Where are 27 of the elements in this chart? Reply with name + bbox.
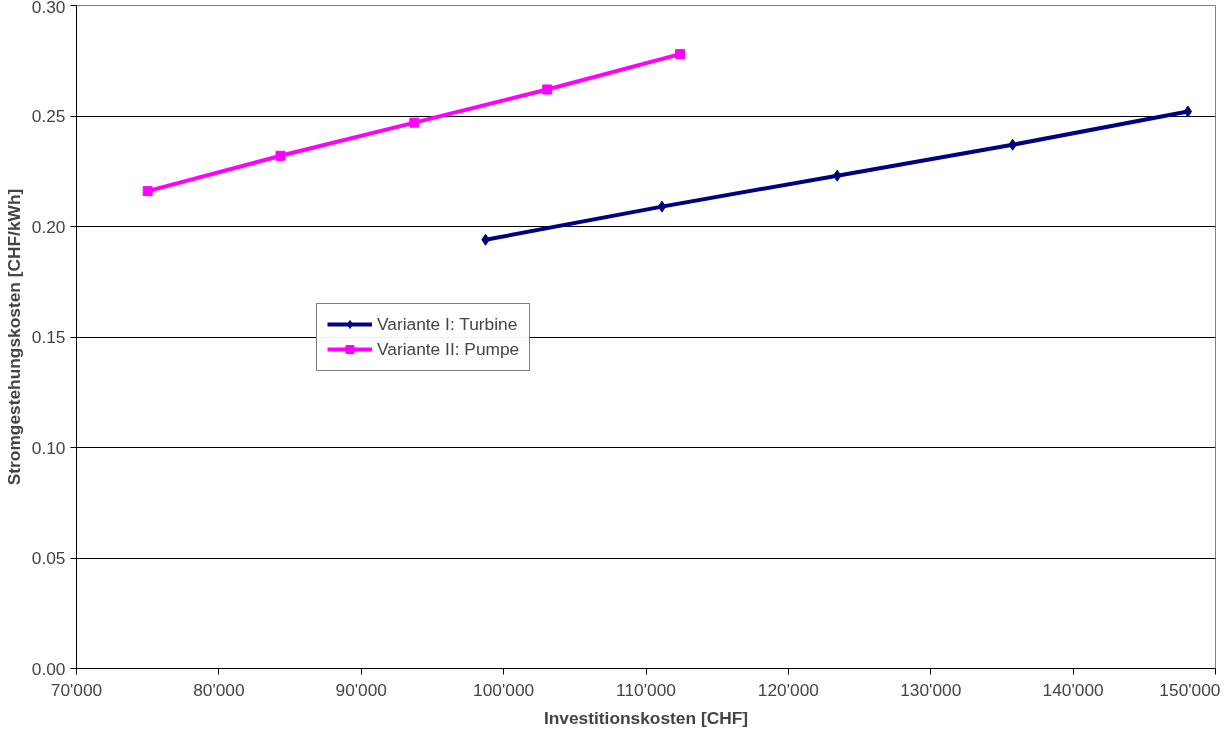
y-tick-label: 0.05: [31, 548, 66, 568]
x-tick-label: 110'000: [616, 679, 676, 700]
x-tick-label: 140'000: [1042, 679, 1104, 700]
y-tick-label: 0.15: [31, 327, 66, 347]
point: [675, 49, 686, 60]
point: [409, 117, 420, 128]
point: [1183, 105, 1193, 118]
x-tick-label: 90'000: [335, 679, 387, 700]
legend-label: Variante I: Turbine: [377, 313, 518, 335]
x-tick-label: 80'000: [193, 679, 245, 700]
y-tick-label: 0.00: [31, 658, 66, 679]
x-tick-label: 150'000: [1159, 679, 1221, 700]
point: [275, 150, 286, 161]
y-tick-label: 0.25: [31, 106, 66, 126]
point: [142, 186, 153, 197]
y-tick-label: 0.10: [31, 437, 66, 458]
point: [542, 84, 553, 95]
x-tick-label: 120'000: [757, 679, 819, 700]
x-tick-label: 70'000: [50, 679, 103, 700]
x-tick-label: 130'000: [900, 679, 962, 700]
y-axis-title: Stromgestehungskosten [CHF/kWh]: [3, 188, 24, 486]
y-tick-label: 0.30: [31, 0, 66, 17]
x-axis-title: Investitionskosten [CHF]: [543, 707, 749, 728]
y-tick-label: 0.20: [31, 216, 66, 237]
x-tick-label: 100'000: [473, 679, 535, 700]
legend-label: Variante II: Pumpe: [377, 338, 520, 360]
point: [657, 200, 667, 213]
